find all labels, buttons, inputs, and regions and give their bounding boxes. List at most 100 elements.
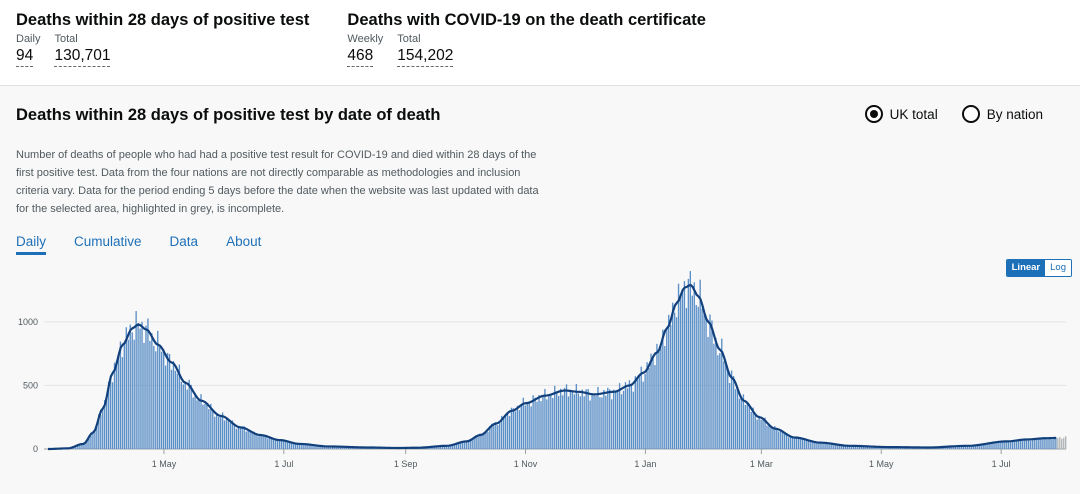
metric-value[interactable]: 94 xyxy=(16,46,34,67)
radio-uk-total[interactable]: UK total xyxy=(864,105,938,123)
daily-bar xyxy=(84,442,86,449)
daily-bar xyxy=(874,446,876,449)
daily-bar xyxy=(94,429,96,449)
daily-bar xyxy=(524,405,526,449)
daily-bar xyxy=(276,440,279,449)
daily-bar xyxy=(673,312,676,449)
daily-bar xyxy=(1059,437,1061,449)
daily-bar xyxy=(78,444,80,449)
daily-bar xyxy=(713,343,715,449)
daily-bar xyxy=(754,414,756,449)
daily-bar xyxy=(1023,439,1026,449)
daily-bar xyxy=(575,383,578,449)
tab-daily[interactable]: Daily xyxy=(16,234,47,255)
daily-bar xyxy=(538,395,540,449)
metric-value[interactable]: 130,701 xyxy=(54,46,111,67)
daily-bar xyxy=(848,445,851,449)
daily-bar xyxy=(548,394,550,449)
daily-bar xyxy=(467,440,469,449)
daily-bar xyxy=(764,417,766,449)
daily-bar xyxy=(123,343,126,449)
metric-value[interactable]: 154,202 xyxy=(397,46,454,67)
daily-bar xyxy=(842,445,845,449)
daily-bar xyxy=(237,425,240,449)
seven-day-average-line xyxy=(47,283,1057,451)
daily-bar xyxy=(149,340,151,449)
daily-bar xyxy=(858,446,861,449)
daily-bar xyxy=(746,404,749,449)
daily-bar xyxy=(1008,442,1010,449)
tab-cumulative[interactable]: Cumulative xyxy=(74,234,142,249)
daily-bar xyxy=(583,396,585,449)
daily-bar xyxy=(190,384,192,449)
daily-bar xyxy=(121,357,124,449)
card-title: Deaths within 28 days of positive test b… xyxy=(16,106,441,124)
daily-bar xyxy=(976,445,978,449)
metric-value[interactable]: 468 xyxy=(347,46,374,67)
radio-by-nation[interactable]: By nation xyxy=(961,105,1043,123)
daily-bar xyxy=(192,397,194,449)
tab-about[interactable]: About xyxy=(226,234,262,249)
daily-bar xyxy=(717,355,719,449)
daily-bar xyxy=(214,416,216,449)
daily-bar xyxy=(166,353,169,449)
daily-bar xyxy=(607,387,609,449)
daily-bar xyxy=(823,442,825,449)
daily-bar xyxy=(432,446,434,449)
daily-bar xyxy=(139,328,141,449)
daily-bar xyxy=(92,431,94,449)
chart-description: Number of deaths of people who had had a… xyxy=(16,149,539,215)
daily-bar xyxy=(202,404,204,449)
daily-bar xyxy=(974,445,976,449)
daily-bar xyxy=(597,386,599,449)
daily-bar xyxy=(436,446,438,449)
daily-bar xyxy=(988,443,990,449)
daily-bar xyxy=(520,405,522,449)
daily-bar xyxy=(442,445,444,449)
radio-selected-icon[interactable] xyxy=(864,105,883,123)
daily-bar xyxy=(534,397,536,449)
daily-bar xyxy=(723,361,725,449)
daily-bar xyxy=(257,436,259,449)
headline-summary: Deaths within 28 days of positive test D… xyxy=(16,10,744,67)
daily-bar xyxy=(805,439,807,449)
daily-bar xyxy=(782,432,784,449)
daily-bar xyxy=(949,446,951,449)
daily-bar xyxy=(76,444,78,449)
daily-bar xyxy=(652,358,654,449)
daily-bar xyxy=(153,345,155,449)
y-tick-label: 1000 xyxy=(18,317,38,327)
daily-bar xyxy=(677,283,680,449)
x-tick-label: 1 May xyxy=(869,459,894,469)
daily-bar xyxy=(762,418,764,449)
daily-bar xyxy=(491,423,493,449)
daily-bar xyxy=(88,436,90,449)
daily-bar xyxy=(255,434,257,449)
daily-bar xyxy=(239,428,241,449)
daily-bar xyxy=(589,400,591,449)
daily-bar xyxy=(1065,436,1067,449)
radio-unselected-icon[interactable] xyxy=(961,105,980,123)
daily-bar xyxy=(516,405,519,449)
log-scale-button[interactable]: Log xyxy=(1045,260,1071,276)
daily-bar xyxy=(290,442,293,449)
daily-bar xyxy=(671,302,674,449)
tab-data[interactable]: Data xyxy=(169,234,199,249)
x-tick-label: 1 Jul xyxy=(274,459,293,469)
daily-bar xyxy=(581,389,583,449)
daily-bar xyxy=(113,362,116,449)
linear-scale-button[interactable]: Linear xyxy=(1006,260,1046,276)
daily-bar xyxy=(530,406,532,449)
daily-bar xyxy=(263,434,265,449)
daily-bar xyxy=(742,394,745,449)
daily-bar xyxy=(1002,441,1004,449)
daily-bar xyxy=(178,364,181,449)
daily-bar xyxy=(725,365,727,449)
daily-bar xyxy=(628,380,631,449)
daily-bar xyxy=(856,445,859,449)
daily-bar xyxy=(727,369,729,449)
daily-bar xyxy=(630,384,633,449)
daily-bar xyxy=(314,445,316,449)
daily-bar xyxy=(200,394,202,449)
daily-bar xyxy=(302,443,304,449)
